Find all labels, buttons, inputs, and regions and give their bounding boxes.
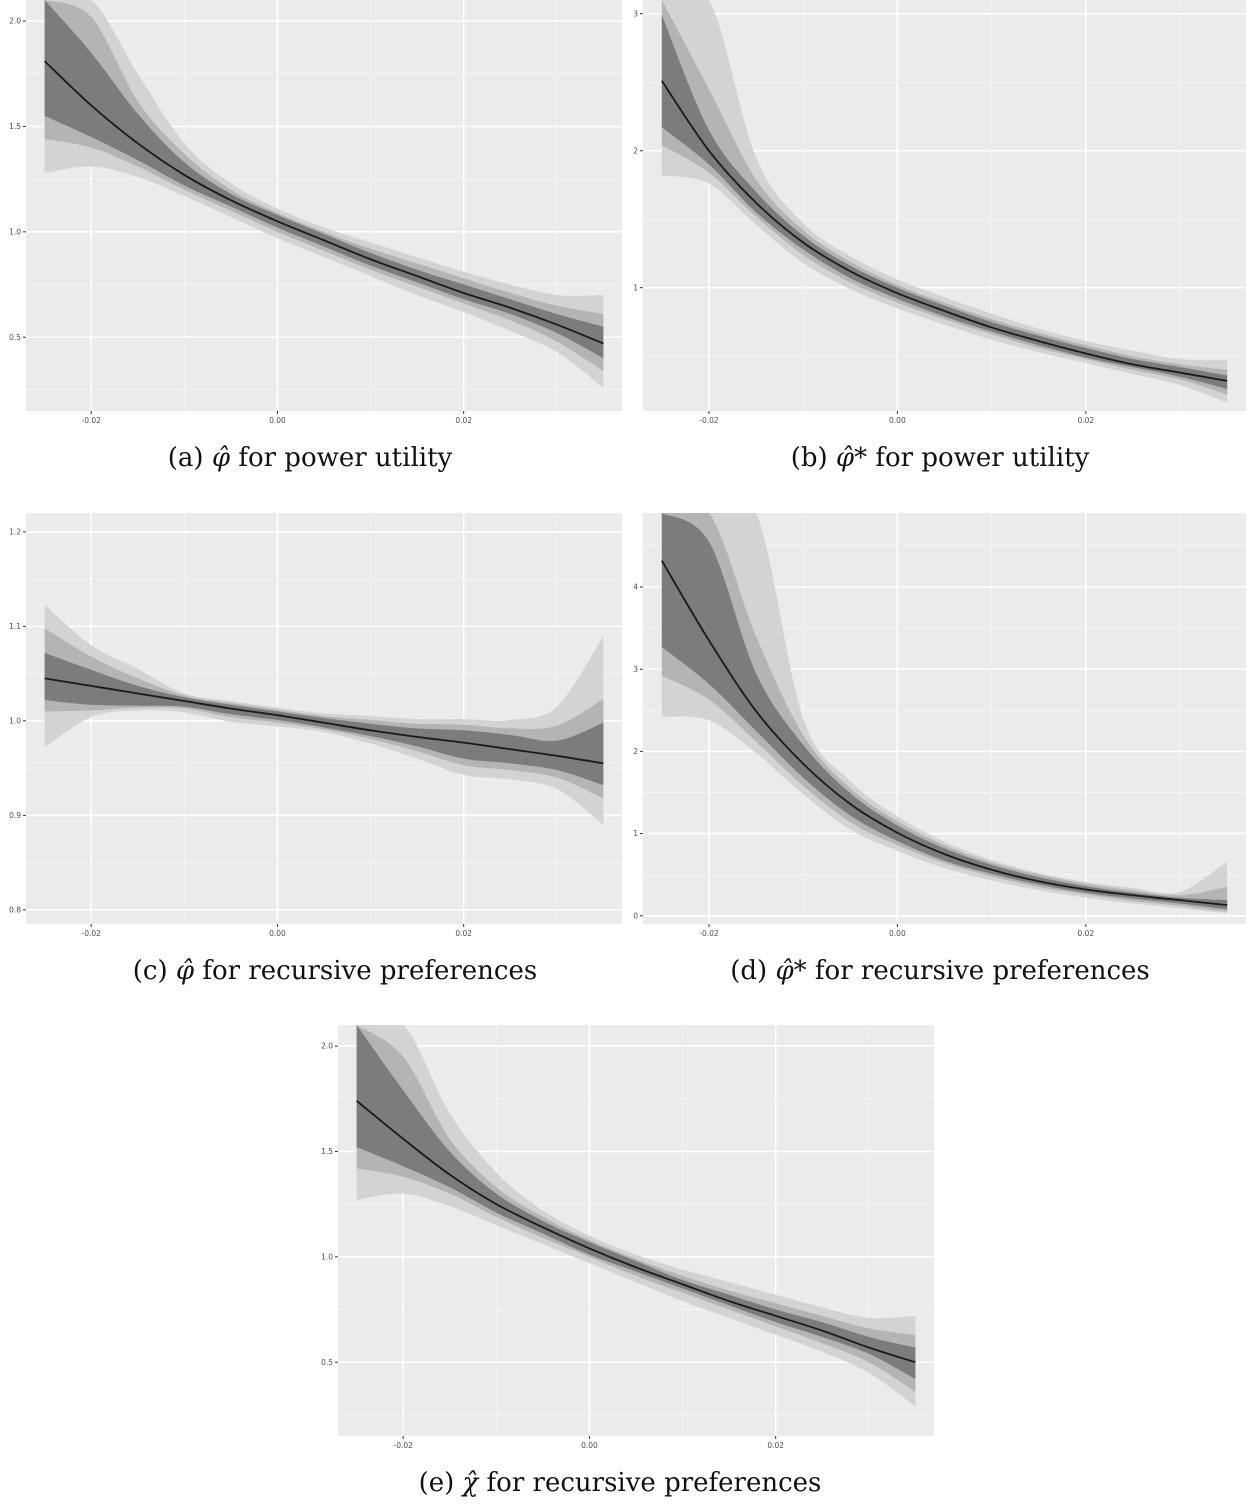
y-tick-label: 0 bbox=[633, 911, 638, 920]
x-tick-label: 0.02 bbox=[767, 1441, 784, 1450]
y-tick-label: 1.5 bbox=[9, 122, 21, 131]
y-tick-label: 2 bbox=[633, 747, 638, 756]
caption-a-text: for power utility bbox=[230, 443, 453, 473]
x-tick-label: -0.02 bbox=[699, 929, 719, 938]
caption-e-text: for recursive preferences bbox=[478, 1468, 822, 1498]
estimate-line bbox=[44, 60, 604, 345]
caption-a: (a) φ̂ for power utility bbox=[90, 443, 530, 473]
plot-panel bbox=[643, 0, 1246, 411]
x-tick-label: 0.00 bbox=[269, 929, 286, 938]
x-tick-label: 0.02 bbox=[455, 929, 472, 938]
caption-c-text: for recursive preferences bbox=[194, 956, 538, 986]
y-tick-label: 0.5 bbox=[9, 333, 21, 342]
caption-e: (e) χ̂ for recursive preferences bbox=[380, 1468, 860, 1498]
y-tick-label: 2 bbox=[633, 146, 638, 155]
caption-b-symbol: φ̂* bbox=[835, 443, 868, 473]
y-tick-label: 3 bbox=[633, 9, 638, 18]
x-tick-label: 0.00 bbox=[889, 416, 906, 425]
x-tick-label: -0.02 bbox=[81, 929, 101, 938]
chart-b: -0.02 0.00 0.02 1 2 3 bbox=[633, 0, 1246, 425]
y-tick-label: 1 bbox=[633, 829, 638, 838]
plot-area bbox=[44, 0, 604, 388]
confidence-band-outer bbox=[661, 0, 1228, 403]
chart-a: -0.02 0.00 0.02 0.5 1.0 1.5 2.0 bbox=[9, 0, 622, 425]
caption-e-prefix: (e) bbox=[418, 1468, 455, 1498]
estimate-line bbox=[44, 677, 604, 765]
x-tick-label: -0.02 bbox=[699, 416, 719, 425]
plot-area bbox=[356, 1025, 916, 1407]
plot-area bbox=[661, 513, 1228, 914]
confidence-band-inner bbox=[44, 652, 604, 786]
x-tick-label: 0.02 bbox=[1077, 416, 1094, 425]
caption-b-text: for power utility bbox=[867, 443, 1090, 473]
caption-d: (d) φ̂* for recursive preferences bbox=[700, 956, 1180, 986]
estimate-line bbox=[661, 560, 1228, 906]
y-tick-label: 4 bbox=[633, 583, 638, 592]
chart-d: -0.02 0.00 0.02 0 1 2 3 4 bbox=[633, 513, 1246, 938]
x-tick-label: 0.02 bbox=[1077, 929, 1094, 938]
caption-b-prefix: (b) bbox=[790, 443, 828, 473]
x-tick-label: -0.02 bbox=[393, 1441, 413, 1450]
y-tick-label: 0.9 bbox=[9, 811, 21, 820]
estimate-line bbox=[356, 1100, 916, 1364]
y-tick-label: 1.2 bbox=[9, 527, 21, 536]
y-tick-label: 1.0 bbox=[9, 227, 21, 236]
y-tick-label: 1 bbox=[633, 283, 638, 292]
confidence-band-inner bbox=[44, 0, 604, 359]
caption-c-symbol: φ̂ bbox=[175, 956, 195, 986]
y-tick-label: 1.0 bbox=[9, 716, 21, 725]
chart-c: -0.02 0.00 0.02 0.8 0.9 1.0 1.1 1.2 bbox=[9, 513, 622, 938]
y-tick-label: 2.0 bbox=[321, 1042, 333, 1051]
plot-area bbox=[661, 0, 1228, 403]
confidence-band-middle bbox=[44, 0, 604, 371]
caption-a-symbol: φ̂ bbox=[211, 443, 231, 473]
chart-e: -0.02 0.00 0.02 0.5 1.0 1.5 2.0 bbox=[321, 1025, 934, 1450]
x-tick-label: -0.02 bbox=[81, 416, 101, 425]
y-tick-label: 0.5 bbox=[321, 1358, 333, 1367]
confidence-band-inner bbox=[661, 15, 1228, 390]
x-tick-label: 0.00 bbox=[581, 1441, 598, 1450]
y-tick-label: 1.0 bbox=[321, 1252, 333, 1261]
x-tick-label: 0.00 bbox=[889, 929, 906, 938]
estimate-line bbox=[661, 80, 1228, 382]
y-tick-label: 0.8 bbox=[9, 905, 21, 914]
confidence-band-outer bbox=[44, 604, 604, 825]
y-tick-label: 3 bbox=[633, 665, 638, 674]
y-tick-label: 2.0 bbox=[9, 17, 21, 26]
plot-area bbox=[44, 604, 604, 825]
caption-d-symbol: φ̂* bbox=[775, 956, 807, 986]
caption-d-text: for recursive preferences bbox=[806, 956, 1150, 986]
x-tick-label: 0.02 bbox=[455, 416, 472, 425]
caption-d-prefix: (d) bbox=[730, 956, 768, 986]
y-tick-label: 1.1 bbox=[9, 622, 21, 631]
confidence-band-middle bbox=[356, 1025, 916, 1392]
confidence-band-inner bbox=[661, 513, 1228, 910]
y-tick-label: 1.5 bbox=[321, 1147, 333, 1156]
caption-a-prefix: (a) bbox=[167, 443, 204, 473]
caption-c: (c) φ̂ for recursive preferences bbox=[90, 956, 580, 986]
x-tick-label: 0.00 bbox=[269, 416, 286, 425]
caption-b: (b) φ̂* for power utility bbox=[720, 443, 1160, 473]
caption-c-prefix: (c) bbox=[132, 956, 168, 986]
caption-e-symbol: χ̂ bbox=[462, 1468, 479, 1498]
